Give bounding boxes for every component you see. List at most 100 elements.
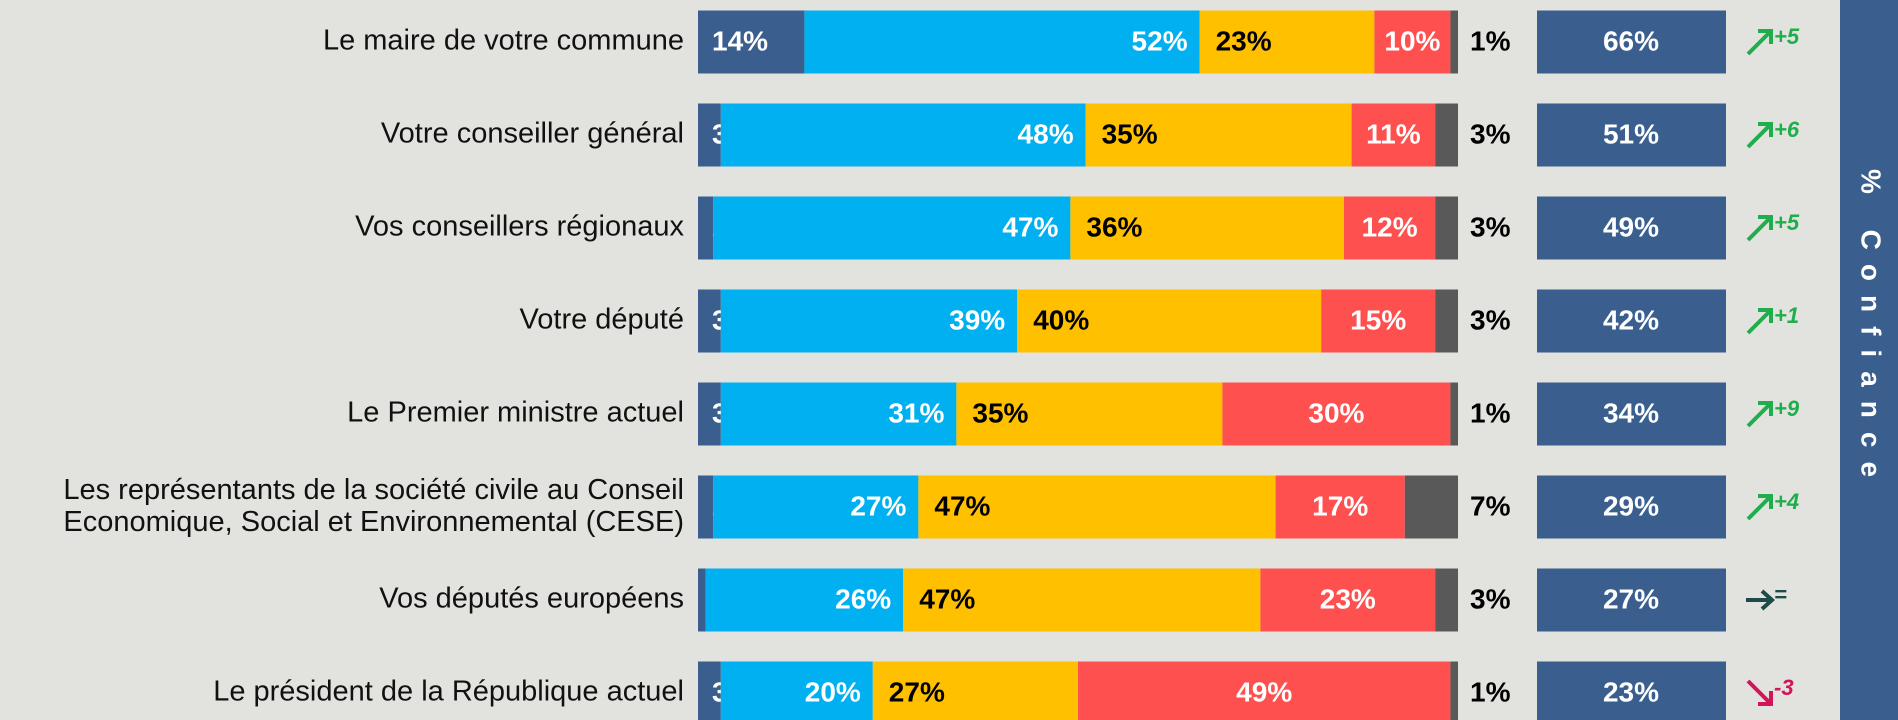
bar-segment bbox=[1321, 289, 1436, 353]
bar-segment bbox=[956, 382, 1223, 446]
bar-segment bbox=[1450, 10, 1458, 74]
bar-segment bbox=[1351, 103, 1436, 167]
bar-segment bbox=[698, 382, 721, 446]
bar-segment bbox=[698, 661, 721, 720]
bar-segment bbox=[918, 475, 1276, 539]
value-label: 40% bbox=[1033, 304, 1089, 335]
category-label: Votre conseiller général bbox=[381, 118, 684, 150]
value-label: 47% bbox=[1002, 211, 1058, 242]
bar-segment bbox=[720, 661, 873, 720]
value-label: 1% bbox=[1470, 397, 1511, 428]
bar-segment bbox=[705, 568, 904, 632]
bar-segment bbox=[1078, 661, 1451, 720]
value-label: 48% bbox=[1018, 118, 1074, 149]
value-label: 10% bbox=[1384, 25, 1440, 56]
value-label: 35% bbox=[972, 397, 1028, 428]
category-label: Le président de la République actuel bbox=[213, 676, 684, 708]
total-box bbox=[1537, 382, 1726, 446]
value-label: 3% bbox=[1470, 211, 1511, 242]
bar-segment bbox=[1260, 568, 1436, 632]
bar-segment bbox=[713, 475, 919, 539]
bar-segment bbox=[872, 661, 1078, 720]
category-label: Vos conseillers régionaux bbox=[355, 211, 684, 243]
value-label: 27% bbox=[889, 676, 945, 707]
value-label: 30% bbox=[1308, 397, 1364, 428]
category-label: Votre député bbox=[520, 304, 684, 336]
change-arrow bbox=[1746, 401, 1773, 428]
value-label: 14% bbox=[712, 25, 768, 56]
value-label: 11% bbox=[1366, 118, 1421, 149]
total-label: 23% bbox=[1603, 676, 1659, 707]
bar-segment bbox=[698, 289, 721, 353]
change-label: +5 bbox=[1774, 210, 1800, 235]
total-box bbox=[1537, 196, 1726, 260]
bar-segment bbox=[1275, 475, 1405, 539]
total-label: 49% bbox=[1603, 211, 1659, 242]
bar-segment bbox=[698, 568, 706, 632]
value-label: 12% bbox=[1362, 211, 1418, 242]
bar-segment bbox=[1070, 196, 1344, 260]
bar-segment bbox=[698, 196, 714, 260]
confidence-title: % Confiance bbox=[1856, 169, 1887, 491]
value-label: 27% bbox=[850, 490, 906, 521]
value-label: 1% bbox=[1470, 676, 1511, 707]
bar-segment bbox=[720, 289, 1018, 353]
category-label: Le Premier ministre actuel bbox=[347, 397, 684, 429]
value-label: 3% bbox=[1470, 304, 1511, 335]
change-arrow bbox=[1746, 679, 1773, 706]
total-box bbox=[1537, 289, 1726, 353]
value-label: 31% bbox=[888, 397, 944, 428]
bar-segment bbox=[1435, 196, 1458, 260]
bar-segment bbox=[1435, 289, 1458, 353]
change-label: -3 bbox=[1774, 675, 1794, 700]
total-label: 42% bbox=[1603, 304, 1659, 335]
bar-segment bbox=[713, 196, 1071, 260]
value-label: 35% bbox=[1102, 118, 1158, 149]
bar-segment bbox=[720, 382, 957, 446]
total-box bbox=[1537, 475, 1726, 539]
confidence-band bbox=[1840, 0, 1898, 720]
bar-segment bbox=[698, 10, 805, 74]
category-label: Vos députés européens bbox=[379, 583, 684, 615]
change-arrow bbox=[1746, 589, 1775, 611]
total-label: 51% bbox=[1603, 118, 1659, 149]
total-box bbox=[1537, 568, 1726, 632]
value-label: 26% bbox=[835, 583, 891, 614]
bar-segment bbox=[1222, 382, 1451, 446]
bar-segment bbox=[1435, 568, 1458, 632]
category-label: Le maire de votre commune bbox=[323, 25, 684, 57]
value-label: 23% bbox=[1320, 583, 1376, 614]
total-box bbox=[1537, 661, 1726, 720]
bar-segment bbox=[1374, 10, 1451, 74]
bar-segment bbox=[1435, 103, 1458, 167]
value-label: 39% bbox=[949, 304, 1005, 335]
value-label: 15% bbox=[1350, 304, 1406, 335]
change-arrow bbox=[1746, 122, 1773, 149]
value-label: 1% bbox=[1470, 25, 1511, 56]
value-label: 52% bbox=[1132, 25, 1188, 56]
bar-segment bbox=[1199, 10, 1375, 74]
total-box bbox=[1537, 103, 1726, 167]
change-arrow bbox=[1746, 29, 1773, 56]
change-label: +1 bbox=[1774, 303, 1799, 328]
bar-segment bbox=[903, 568, 1261, 632]
total-label: 27% bbox=[1603, 583, 1659, 614]
value-label: 47% bbox=[934, 490, 990, 521]
change-arrow bbox=[1746, 494, 1773, 521]
bar-segment bbox=[1450, 661, 1458, 720]
bar-segment bbox=[1450, 382, 1458, 446]
bar-segment bbox=[804, 10, 1200, 74]
value-label: 47% bbox=[919, 583, 975, 614]
value-label: 3% bbox=[1470, 583, 1511, 614]
value-label: 23% bbox=[1216, 25, 1272, 56]
value-label: 20% bbox=[805, 676, 861, 707]
value-label: 17% bbox=[1312, 490, 1368, 521]
bar-segment bbox=[720, 103, 1086, 167]
bar-segment bbox=[698, 103, 721, 167]
value-label: 7% bbox=[1470, 490, 1511, 521]
bar-segment bbox=[1404, 475, 1458, 539]
bar-segment bbox=[1085, 103, 1352, 167]
value-label: 3% bbox=[1470, 118, 1511, 149]
change-arrow bbox=[1746, 215, 1773, 242]
